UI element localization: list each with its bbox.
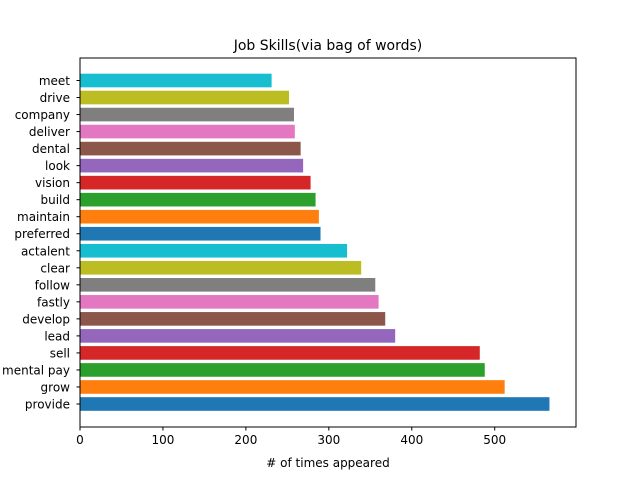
y-tick-label: follow xyxy=(35,278,71,292)
bar-meet xyxy=(80,73,272,88)
y-tick-label: look xyxy=(45,159,70,173)
bar-maintain xyxy=(80,209,319,224)
bar-dental xyxy=(80,141,301,156)
bar-actalent xyxy=(80,243,348,258)
y-tick-label: dental xyxy=(32,142,70,156)
bar-drive xyxy=(80,90,290,105)
y-tick-label: build xyxy=(40,193,70,207)
x-tick-label: 400 xyxy=(400,433,423,447)
bar-provide xyxy=(80,397,550,411)
bar-build xyxy=(80,192,316,207)
y-tick-label: mental pay xyxy=(2,363,70,377)
y-tick-label: actalent xyxy=(21,244,70,258)
x-tick-label: 300 xyxy=(317,433,340,447)
bar-preferred xyxy=(80,226,321,241)
bars-group xyxy=(80,73,550,411)
y-tick-label: sell xyxy=(50,346,70,360)
y-tick-label: fastly xyxy=(37,295,70,309)
y-tick-label: lead xyxy=(44,329,70,343)
x-tick-label: 0 xyxy=(76,433,84,447)
x-tick-label: 500 xyxy=(483,433,506,447)
bar-fastly xyxy=(80,295,379,309)
y-tick-label: vision xyxy=(35,176,70,190)
plot-frame xyxy=(79,57,577,428)
y-tick-label: develop xyxy=(22,312,70,326)
y-axis-ticks: provide grow mental pay sell lead develop fast… xyxy=(2,74,80,412)
y-tick-label: grow xyxy=(41,380,71,394)
y-tick-label: clear xyxy=(40,261,70,275)
y-tick-label: drive xyxy=(40,91,70,105)
bar-follow xyxy=(80,278,376,292)
bar-develop xyxy=(80,312,386,326)
x-tick-label: 200 xyxy=(234,433,257,447)
y-tick-label: maintain xyxy=(17,210,70,224)
y-tick-label: preferred xyxy=(14,227,70,241)
x-axis-ticks: 0 100 200 300 400 500 xyxy=(76,427,506,447)
bar-sell xyxy=(80,346,480,360)
y-tick-label: deliver xyxy=(29,125,70,139)
chart-title: Job Skills(via bag of words) xyxy=(233,38,423,54)
bar-look xyxy=(80,158,304,173)
bar-company xyxy=(80,107,294,122)
y-tick-label: meet xyxy=(39,74,70,88)
bar-deliver xyxy=(80,124,295,139)
bar-grow xyxy=(80,380,505,394)
bar-vision xyxy=(80,175,311,190)
bar-clear xyxy=(80,260,362,275)
y-tick-label: company xyxy=(15,108,70,122)
bar-mental-pay xyxy=(80,363,485,377)
x-axis-label: # of times appeared xyxy=(266,456,389,470)
bar-lead xyxy=(80,329,396,343)
y-tick-label: provide xyxy=(25,398,70,412)
x-tick-label: 100 xyxy=(151,433,174,447)
